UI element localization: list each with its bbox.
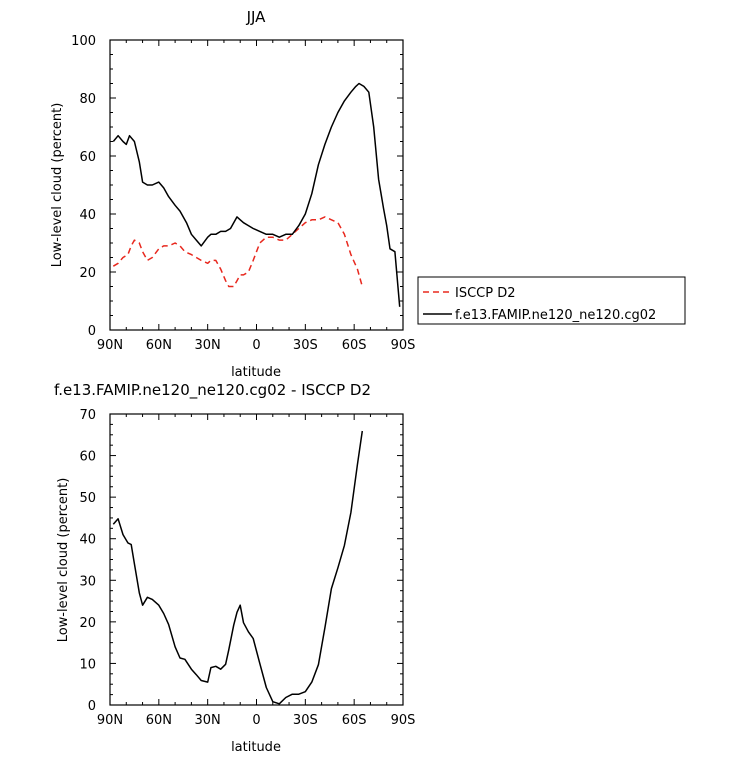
x-tick-label: 90S [391, 338, 416, 353]
legend-box [417, 276, 686, 325]
y-tick-label: 0 [88, 324, 96, 339]
y-tick-label: 30 [79, 574, 96, 589]
chart-top-axes: 90N 60N 30N 0 30S 60S 90S 0 20 40 60 80 100 [71, 34, 415, 353]
x-tick-label: 30N [195, 338, 221, 353]
y-tick-label: 60 [79, 450, 96, 465]
chart-bottom-x-axis-title: latitude [231, 740, 281, 755]
y-tick-label: 40 [79, 208, 96, 223]
x-tick-label: 90N [97, 713, 123, 728]
x-tick-label: 90N [97, 338, 123, 353]
series-line-model [112, 82, 401, 307]
y-tick-label: 70 [79, 408, 96, 423]
x-tick-label: 60S [342, 338, 367, 353]
y-tick-label: 60 [79, 150, 96, 165]
y-tick-label: 20 [79, 616, 96, 631]
y-tick-label: 80 [79, 92, 96, 107]
y-tick-label: 50 [79, 491, 96, 506]
chart-top-series [112, 82, 401, 307]
chart-top-legend: ISCCP D2 f.e13.FAMIP.ne120_ne120.cg02 [417, 276, 686, 325]
x-tick-label: 90S [391, 713, 416, 728]
chart-bottom-axes: 90N 60N 30N 0 30S 60S 90S 0 10 20 30 40 50 60 70 [79, 408, 415, 728]
series-line-isccp [112, 216, 364, 288]
x-tick-label: 60N [146, 713, 172, 728]
y-tick-label: 10 [79, 657, 96, 672]
chart-top-title: JJA [246, 8, 267, 26]
y-tick-label: 0 [88, 699, 96, 714]
chart-bottom-y-axis-title: Low-level cloud (percent) [56, 478, 71, 643]
chart-bottom-series [112, 430, 364, 705]
chart-top-x-axis-title: latitude [231, 365, 281, 380]
x-tick-label: 0 [252, 338, 260, 353]
y-tick-label: 20 [79, 266, 96, 281]
x-tick-label: 30S [293, 338, 318, 353]
x-tick-label: 30S [293, 713, 318, 728]
x-tick-label: 60N [146, 338, 172, 353]
x-tick-label: 30N [195, 713, 221, 728]
y-tick-label: 40 [79, 533, 96, 548]
legend-label-model: f.e13.FAMIP.ne120_ne120.cg02 [455, 308, 656, 323]
legend-label-isccp: ISCCP D2 [455, 286, 516, 301]
chart-bottom: f.e13.FAMIP.ne120_ne120.cg02 - ISCCP D2 … [54, 381, 415, 755]
y-tick-label: 100 [71, 34, 96, 49]
chart-bottom-title: f.e13.FAMIP.ne120_ne120.cg02 - ISCCP D2 [54, 381, 371, 400]
x-tick-label: 60S [342, 713, 367, 728]
chart-top-y-axis-title: Low-level cloud (percent) [50, 103, 65, 268]
x-tick-label: 0 [252, 713, 260, 728]
series-line-difference [112, 430, 364, 705]
chart-top: JJA 90N 60N 30N 0 30S 60S 90S 0 20 40 60 80 100 lati… [50, 8, 686, 380]
